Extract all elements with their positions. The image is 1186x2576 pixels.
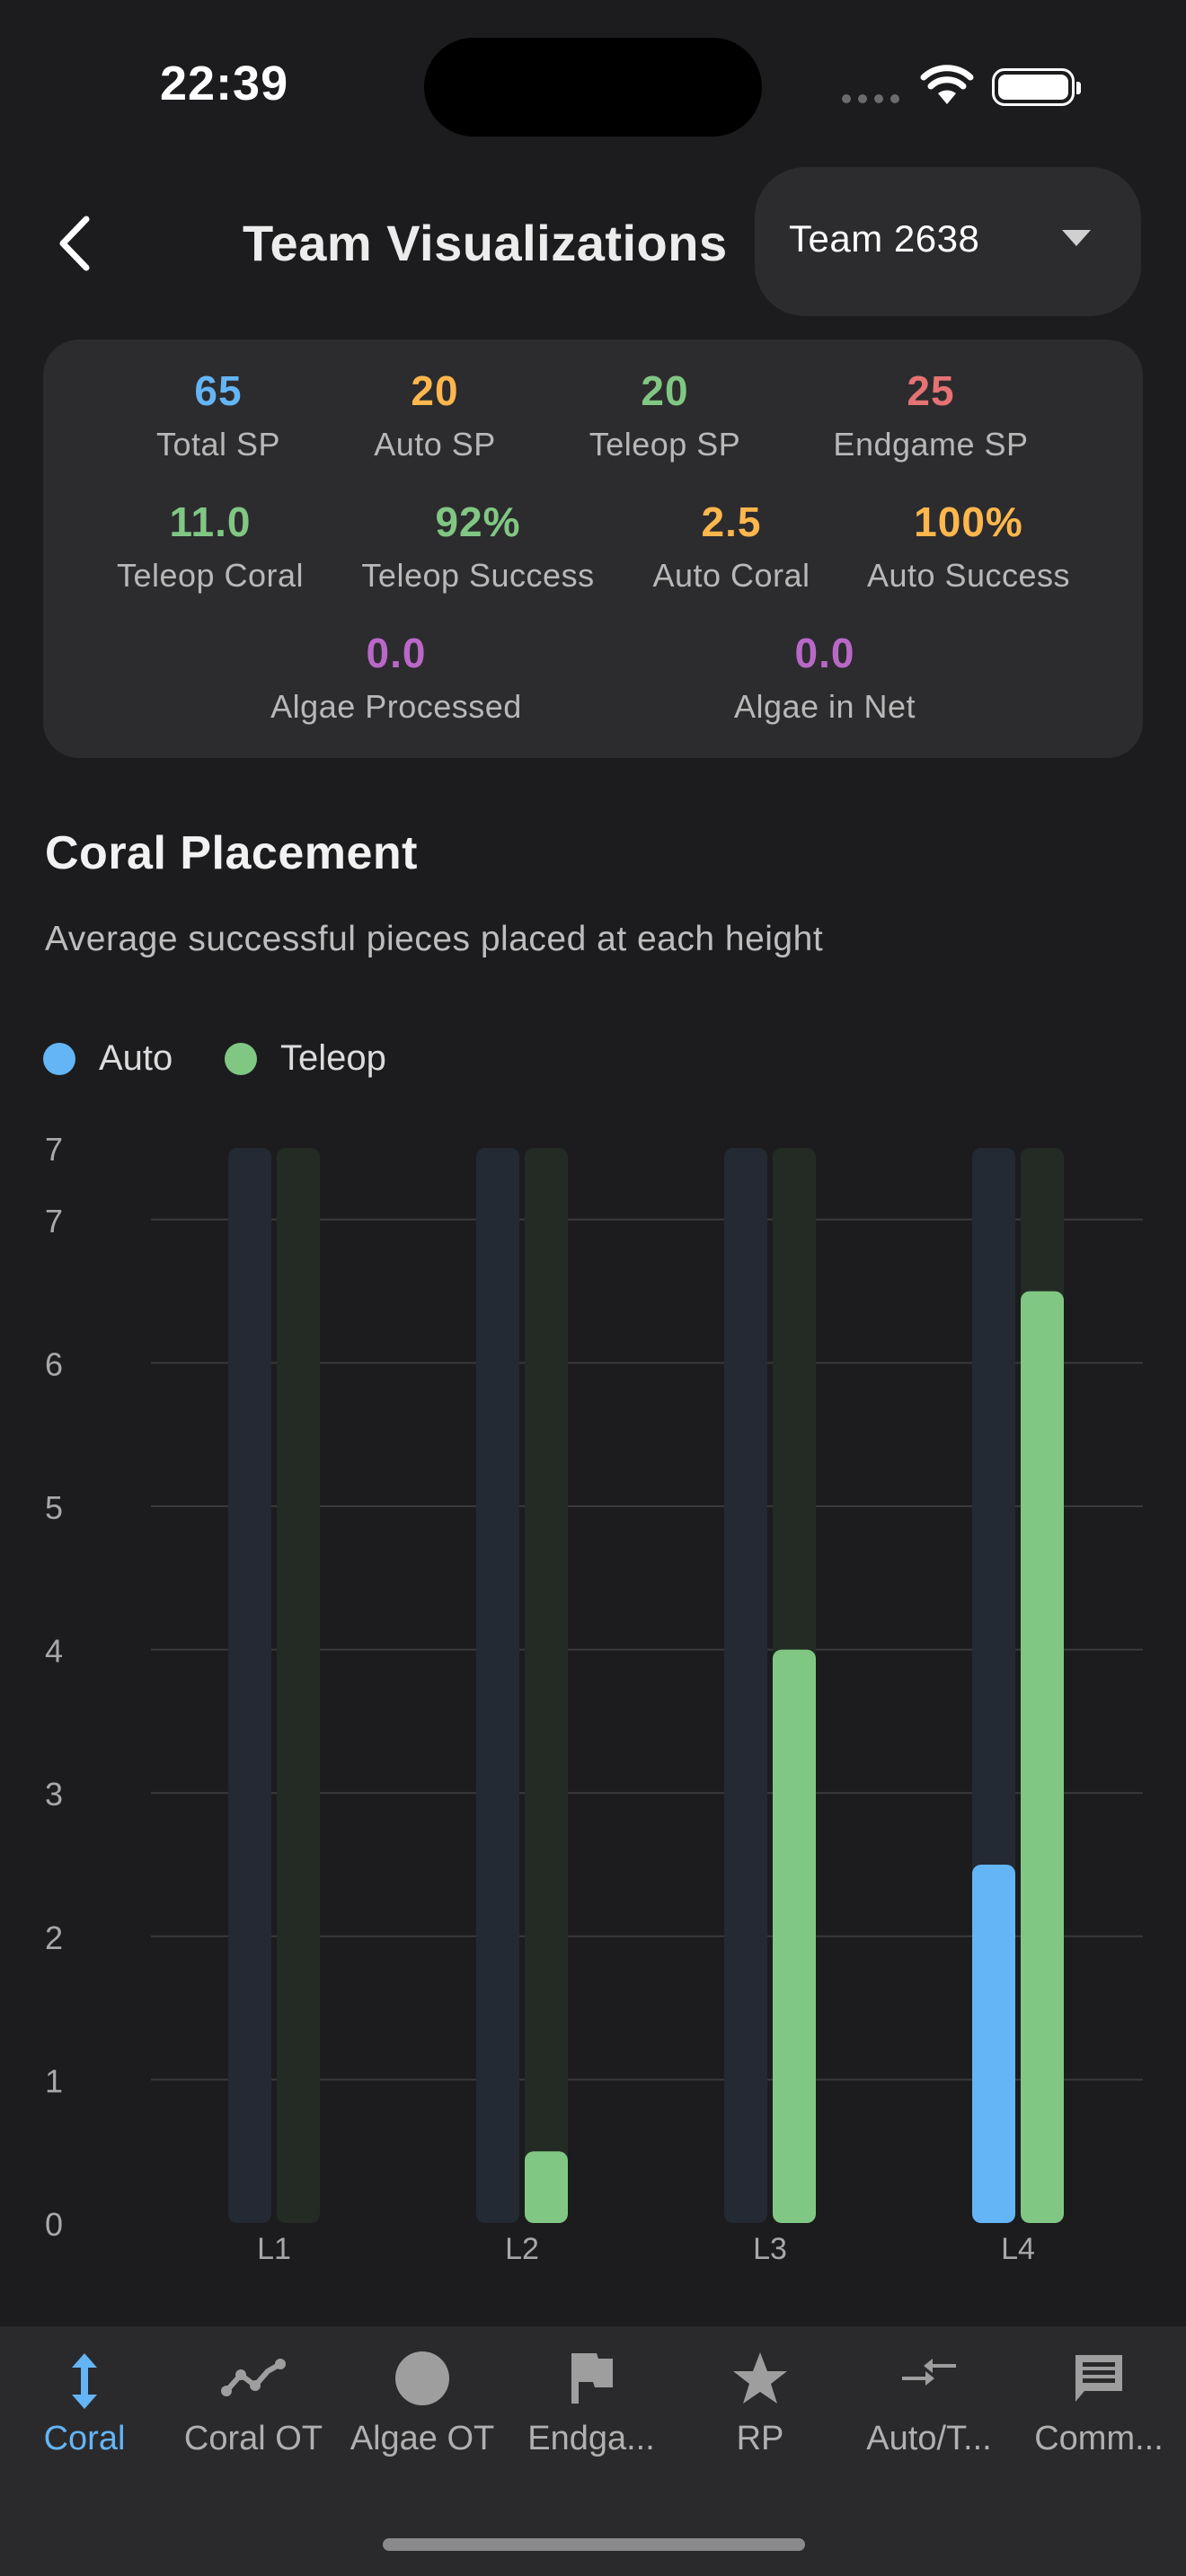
cellular-signal-icon [842, 94, 899, 103]
legend-auto-label: Auto [99, 1038, 173, 1078]
stat-label: Teleop Success [361, 557, 595, 594]
battery-icon [992, 68, 1081, 106]
compare-arrows-icon [902, 2359, 956, 2386]
stat-total-sp: 65 Total SP [156, 366, 280, 463]
stat-label: Teleop SP [589, 426, 741, 463]
stat-label: Algae Processed [270, 688, 522, 725]
star-icon [733, 2352, 787, 2404]
y-tick-label: 3 [45, 1776, 63, 1813]
x-tick-label: L2 [505, 2232, 539, 2266]
nav-tab-algae-ot[interactable]: Algae OT [338, 2326, 507, 2506]
coral-placement-chart: 0 1 2 3 4 5 6 7 7 L1 L2 L3 L4 [45, 1131, 1143, 2266]
nav-label: Auto/T... [866, 2420, 992, 2457]
stat-label: Endgame SP [833, 426, 1029, 463]
stats-summary-card: 65 Total SP 20 Auto SP 20 Teleop SP 25 E… [43, 340, 1143, 758]
nav-label: RP [736, 2420, 784, 2457]
legend-teleop-dot [225, 1043, 257, 1075]
back-arrow-icon[interactable] [50, 212, 104, 275]
legend-auto-dot [43, 1043, 75, 1075]
bar-teleop-l3 [773, 1649, 816, 2223]
vertical-arrows-icon [72, 2353, 97, 2409]
team-dropdown[interactable]: Team 2638 [755, 167, 1141, 316]
stat-label: Teleop Coral [116, 557, 305, 594]
stat-label: Auto Coral [652, 557, 810, 594]
home-indicator [383, 2538, 805, 2551]
bar-track [228, 1148, 271, 2223]
chart-subtitle: Average successful pieces placed at each… [45, 920, 824, 958]
y-tick-label: 7 [45, 1203, 63, 1239]
nav-label: Algae OT [350, 2420, 495, 2457]
stat-teleop-coral: 11.0 Teleop Coral [117, 498, 304, 595]
chart-title: Coral Placement [45, 827, 418, 879]
bar-teleop-l4 [1021, 1291, 1064, 2223]
bottom-navigation: Coral Coral OT Algae OT Endga... RP Auto… [0, 2326, 1186, 2576]
nav-tab-coral[interactable]: Coral [0, 2326, 169, 2506]
stat-auto-sp: 20 Auto SP [374, 366, 496, 463]
team-dropdown-value: Team 2638 [789, 217, 980, 260]
y-tick-label: 6 [45, 1345, 63, 1382]
nav-label: Endga... [527, 2420, 655, 2457]
trend-line-icon [221, 2359, 286, 2396]
stat-value: 20 [411, 367, 459, 414]
y-tick-label: 1 [45, 2062, 63, 2099]
dynamic-island [424, 38, 762, 137]
bar-track [277, 1148, 320, 2223]
stat-endgame-sp: 25 Endgame SP [833, 366, 1028, 463]
y-tick-label: 4 [45, 1633, 63, 1670]
bar-track [724, 1148, 767, 2223]
wifi-icon [920, 65, 974, 104]
stat-value: 92% [435, 498, 521, 545]
dropdown-caret-icon [1062, 230, 1091, 246]
stat-value: 25 [907, 367, 955, 414]
nav-tab-endgame[interactable]: Endga... [507, 2326, 676, 2506]
bar-auto-l4 [972, 1865, 1015, 2223]
bar-track [525, 1148, 568, 2223]
stat-label: Auto Success [866, 557, 1071, 594]
stat-value: 0.0 [366, 630, 427, 676]
x-tick-label: L1 [257, 2232, 291, 2266]
flag-icon [571, 2353, 613, 2404]
stat-label: Algae in Net [733, 688, 916, 725]
x-tick-label: L4 [1001, 2232, 1035, 2266]
legend-teleop-label: Teleop [280, 1038, 386, 1078]
stat-value: 0.0 [794, 630, 855, 676]
stat-value: 20 [641, 367, 689, 414]
x-tick-label: L3 [753, 2232, 787, 2266]
bar-track [476, 1148, 519, 2223]
stat-teleop-sp: 20 Teleop SP [589, 366, 741, 463]
stat-algae-in-net: 0.0 Algae in Net [734, 629, 916, 726]
stat-value: 100% [914, 498, 1023, 545]
stat-value: 65 [194, 367, 243, 414]
nav-label: Coral OT [183, 2420, 323, 2457]
y-tick-label: 5 [45, 1489, 63, 1526]
nav-tab-comments[interactable]: Comm... [1013, 2326, 1184, 2506]
circle-icon [395, 2351, 449, 2405]
page-title: Team Visualizations [243, 215, 728, 271]
nav-label: Comm... [1034, 2420, 1164, 2457]
stat-teleop-success: 92% Teleop Success [361, 498, 594, 595]
status-time: 22:39 [160, 57, 289, 110]
nav-tab-coral-ot[interactable]: Coral OT [169, 2326, 338, 2506]
comment-icon [1075, 2355, 1122, 2402]
y-tick-label: 2 [45, 1919, 63, 1956]
stat-algae-processed: 0.0 Algae Processed [270, 629, 522, 726]
nav-label: Coral [43, 2420, 126, 2457]
stat-label: Auto SP [374, 426, 496, 463]
y-tick-label: 7 [45, 1131, 63, 1168]
nav-tab-auto-teleop[interactable]: Auto/T... [845, 2326, 1013, 2506]
nav-tab-rp[interactable]: RP [676, 2326, 845, 2506]
y-tick-label: 0 [45, 2206, 63, 2243]
stat-auto-coral: 2.5 Auto Coral [652, 498, 810, 595]
bar-teleop-l2 [525, 2151, 568, 2223]
stat-value: 2.5 [701, 498, 762, 545]
stat-value: 11.0 [169, 498, 252, 545]
stat-auto-success: 100% Auto Success [867, 498, 1070, 595]
stat-label: Total SP [155, 426, 281, 463]
